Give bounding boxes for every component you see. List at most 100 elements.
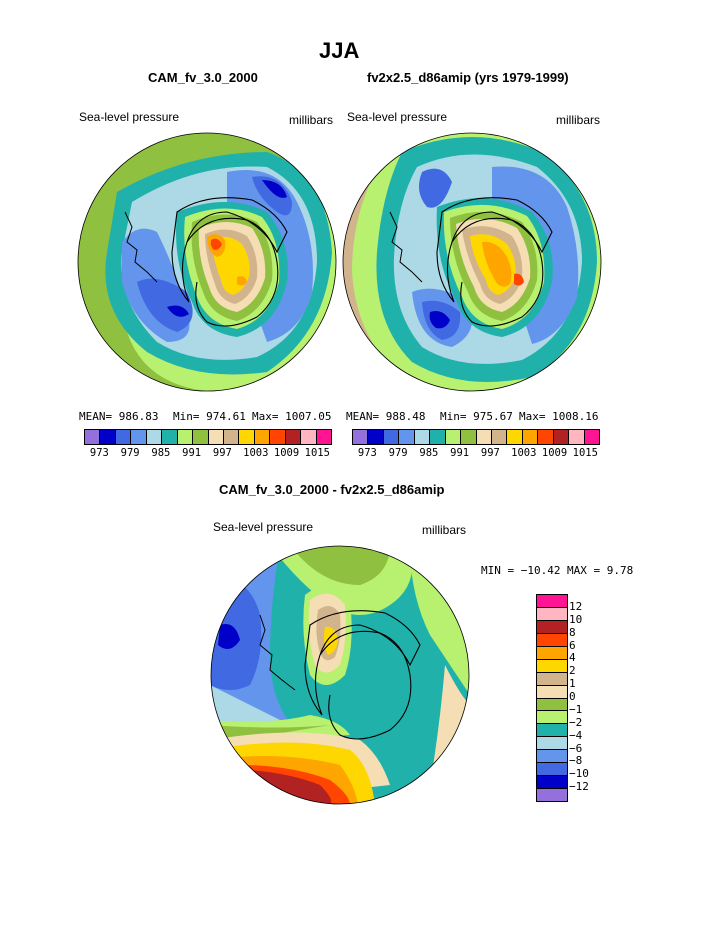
right-colorbar-swatch [368,430,384,444]
diff-colorbar-swatch [537,698,567,712]
left-colorbar-swatch [115,430,132,444]
diff-colorbar-swatch [537,685,567,699]
diff-colorbar-swatch [537,659,567,673]
left-colorbar-swatch [285,430,302,444]
right-colorbar-tick-label: 973 [357,447,377,459]
left-colorbar-tick-label: 991 [182,447,202,459]
right-colorbar-tick-label: 1009 [541,447,568,459]
diff-colorbar-tick-label: 4 [569,651,576,665]
left-colorbar-swatch [193,430,209,444]
diff-polar-map [210,545,470,805]
left-colorbar-swatch [301,430,317,444]
left-polar-map [77,132,337,392]
right-units-label: millibars [556,113,601,127]
diff-colorbar-swatch [537,776,567,790]
diff-colorbar-swatch [537,789,567,801]
right-colorbar-swatch [569,430,585,444]
left-colorbar-swatch [177,430,194,444]
diff-colorbar [536,594,568,802]
left-panel-title: CAM_fv_3.0_2000 [148,70,258,85]
right-colorbar-labels: 973 979 985 991 997 1003 1009 1015 [352,444,598,460]
right-colorbar-swatch [461,430,477,444]
right-colorbar-tick-label: 991 [450,447,470,459]
right-colorbar-swatch [445,430,462,444]
left-max-stat: Max= 1007.05 [252,410,332,423]
right-colorbar-swatch [430,430,446,444]
left-colorbar-tick-label: 1003 [243,447,269,459]
diff-units-label: millibars [422,523,467,537]
right-colorbar-swatch [507,430,523,444]
left-colorbar-swatch [85,430,101,444]
diff-colorbar-tick-label: −4 [569,728,583,742]
left-colorbar-swatch [208,430,224,444]
diff-colorbar-tick-label: 1 [569,677,576,691]
left-units-label: millibars [289,113,334,127]
diff-colorbar-swatch [537,737,567,751]
left-colorbar-tick-label: 1015 [304,447,330,459]
left-colorbar-tick-label: 973 [89,447,109,459]
right-colorbar-swatch [522,430,539,444]
diff-colorbar-swatch [537,607,567,621]
left-colorbar-tick-label: 997 [212,447,232,459]
left-colorbar-tick-label: 1009 [273,447,300,459]
diff-colorbar-tick-label: −10 [569,767,589,781]
right-panel-title: fv2x2.5_d86amip (yrs 1979-1999) [367,70,569,85]
diff-colorbar-tick-label: 2 [569,664,576,678]
left-colorbar-swatch [254,430,271,444]
diff-colorbar-swatch [537,724,567,738]
diff-panel-title: CAM_fv_3.0_2000 - fv2x2.5_d86amip [219,482,445,497]
left-colorbar-swatch [270,430,286,444]
diff-colorbar-swatch [537,646,567,660]
left-min-stat: Min= 974.61 [173,410,246,423]
right-colorbar-tick-label: 985 [419,447,439,459]
diff-colorbar-tick-label: −6 [569,741,583,755]
diff-max-stat: MAX = 9.78 [567,564,634,577]
left-colorbar-tick-label: 979 [120,447,140,459]
right-colorbar-swatch [538,430,554,444]
diff-colorbar-tick-label: −12 [569,780,589,794]
left-colorbar-swatch [131,430,147,444]
right-colorbar-tick-label: 1015 [572,447,598,459]
left-colorbar-swatch [239,430,255,444]
right-colorbar-swatch [553,430,570,444]
diff-colorbar-swatch [537,595,567,608]
left-mean-stat: MEAN= 986.83 [79,410,159,423]
right-colorbar-tick-label: 979 [388,447,408,459]
diff-colorbar-swatch [537,711,567,725]
diff-colorbar-swatch [537,620,567,634]
diff-colorbar-tick-label: 0 [569,690,576,703]
left-variable-label: Sea-level pressure [79,110,180,124]
right-colorbar-swatch [399,430,415,444]
right-max-stat: Max= 1008.16 [519,410,599,423]
right-colorbar-tick-label: 997 [480,447,500,459]
left-colorbar-tick-label: 985 [151,447,171,459]
diff-colorbar-swatch [537,633,567,647]
diff-colorbar-tick-label: −1 [569,702,583,716]
right-colorbar-swatch [383,430,400,444]
right-colorbar-tick-label: 1003 [511,447,537,459]
diff-colorbar-labels: 12 10 8 6 4 2 1 0 −1 −2 −4 −6 −8 −10 −12 [569,594,609,800]
left-colorbar-swatch [100,430,116,444]
diff-colorbar-swatch [537,763,567,777]
right-colorbar-swatch [584,430,599,444]
left-colorbar-swatch [162,430,178,444]
right-min-stat: Min= 975.67 [440,410,513,423]
page-title: JJA [319,38,360,63]
diff-colorbar-swatch [537,750,567,764]
right-variable-label: Sea-level pressure [347,110,448,124]
left-colorbar-swatch [146,430,163,444]
right-colorbar-swatch [476,430,492,444]
diff-variable-label: Sea-level pressure [213,520,314,534]
diff-colorbar-swatch [537,672,567,686]
left-colorbar-swatch [223,430,240,444]
left-colorbar-labels: 973 979 985 991 997 1003 1009 1015 [84,444,330,460]
diff-min-stat: MIN = −10.42 [481,564,561,577]
right-colorbar-swatch [491,430,508,444]
right-colorbar-swatch [353,430,369,444]
right-polar-map [342,132,602,392]
left-colorbar-swatch [316,430,331,444]
diff-colorbar-tick-label: 8 [569,625,576,639]
diff-colorbar-tick-label: −8 [569,754,583,768]
right-colorbar [352,429,600,445]
diff-colorbar-tick-label: 10 [569,612,583,626]
